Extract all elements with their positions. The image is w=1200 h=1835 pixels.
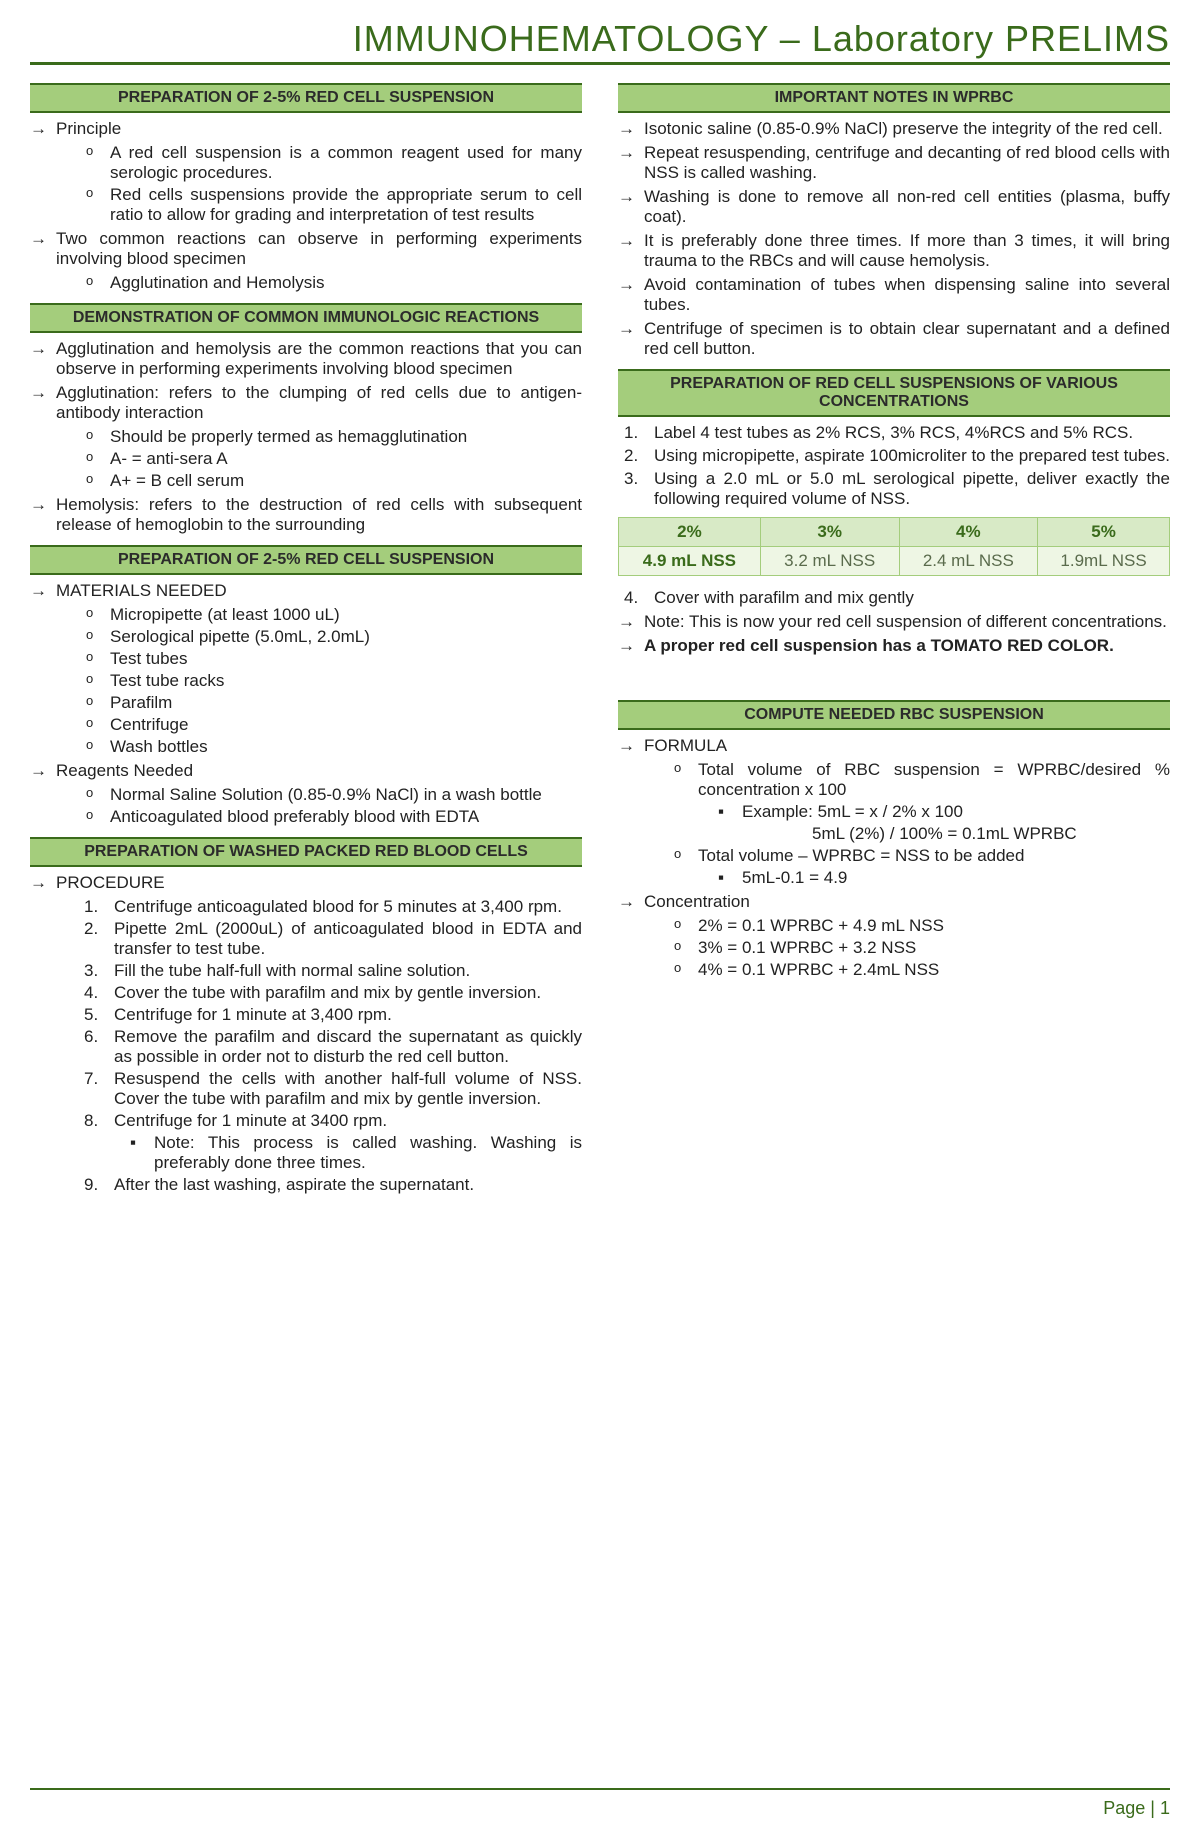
bullet: →Washing is done to remove all non-red c…	[618, 187, 1170, 227]
bullet: →Note: This is now your red cell suspens…	[618, 612, 1170, 632]
bullet: →PROCEDURE	[30, 873, 582, 893]
step: 4.Cover with parafilm and mix gently	[624, 588, 1170, 608]
step: 2.Using micropipette, aspirate 100microl…	[624, 446, 1170, 466]
left-column: PREPARATION OF 2-5% RED CELL SUSPENSION …	[30, 73, 582, 1197]
sub-bullet: oShould be properly termed as hemaggluti…	[86, 427, 582, 447]
concentration-table: 2% 3% 4% 5% 4.9 mL NSS 3.2 mL NSS 2.4 mL…	[618, 517, 1170, 576]
step: 8.Centrifuge for 1 minute at 3400 rpm.	[84, 1111, 582, 1131]
bullet: →FORMULA	[618, 736, 1170, 756]
bullet: →MATERIALS NEEDED	[30, 581, 582, 601]
footer-divider	[30, 1788, 1170, 1790]
page-number: Page | 1	[1103, 1798, 1170, 1819]
sub-bullet: oMicropipette (at least 1000 uL)	[86, 605, 582, 625]
document-title: IMMUNOHEMATOLOGY – Laboratory PRELIMS	[30, 18, 1170, 65]
bullet: →Isotonic saline (0.85-0.9% NaCl) preser…	[618, 119, 1170, 139]
sub-bullet: o3% = 0.1 WPRBC + 3.2 NSS	[674, 938, 1170, 958]
right-column: IMPORTANT NOTES IN WPRBC →Isotonic salin…	[618, 73, 1170, 1197]
step: 6.Remove the parafilm and discard the su…	[84, 1027, 582, 1067]
section-header: PREPARATION OF 2-5% RED CELL SUSPENSION	[30, 545, 582, 575]
section-header: DEMONSTRATION OF COMMON IMMUNOLOGIC REAC…	[30, 303, 582, 333]
table-header: 4%	[899, 518, 1038, 547]
step: 7.Resuspend the cells with another half-…	[84, 1069, 582, 1109]
table-header: 5%	[1038, 518, 1170, 547]
bullet: →Avoid contamination of tubes when dispe…	[618, 275, 1170, 315]
bullet: →Repeat resuspending, centrifuge and dec…	[618, 143, 1170, 183]
bullet: →Two common reactions can observe in per…	[30, 229, 582, 269]
bullet: →Hemolysis: refers to the destruction of…	[30, 495, 582, 535]
section-header: PREPARATION OF WASHED PACKED RED BLOOD C…	[30, 837, 582, 867]
step: 2.Pipette 2mL (2000uL) of anticoagulated…	[84, 919, 582, 959]
bullet: →Principle	[30, 119, 582, 139]
bullet-highlight: →A proper red cell suspension has a TOMA…	[618, 636, 1170, 656]
table-cell: 2.4 mL NSS	[899, 547, 1038, 576]
bullet: →Agglutination and hemolysis are the com…	[30, 339, 582, 379]
sub-bullet: o4% = 0.1 WPRBC + 2.4mL NSS	[674, 960, 1170, 980]
sub-bullet: oParafilm	[86, 693, 582, 713]
section-header: IMPORTANT NOTES IN WPRBC	[618, 83, 1170, 113]
sub-bullet: o2% = 0.1 WPRBC + 4.9 mL NSS	[674, 916, 1170, 936]
sub-bullet: oWash bottles	[86, 737, 582, 757]
sub-bullet: oA red cell suspension is a common reage…	[86, 143, 582, 183]
content-columns: PREPARATION OF 2-5% RED CELL SUSPENSION …	[30, 73, 1170, 1197]
section-header: PREPARATION OF RED CELL SUSPENSIONS OF V…	[618, 369, 1170, 417]
example: ▪5mL (2%) / 100% = 0.1mL WPRBC	[718, 824, 1170, 844]
bullet: →It is preferably done three times. If m…	[618, 231, 1170, 271]
example: ▪5mL-0.1 = 4.9	[718, 868, 1170, 888]
section-header: COMPUTE NEEDED RBC SUSPENSION	[618, 700, 1170, 730]
sub-bullet: oTotal volume – WPRBC = NSS to be added	[674, 846, 1170, 866]
sub-bullet: oAgglutination and Hemolysis	[86, 273, 582, 293]
table-cell: 1.9mL NSS	[1038, 547, 1170, 576]
bullet: →Concentration	[618, 892, 1170, 912]
sub-bullet: oCentrifuge	[86, 715, 582, 735]
sub-bullet: oA- = anti-sera A	[86, 449, 582, 469]
sub-bullet: oA+ = B cell serum	[86, 471, 582, 491]
step: 4.Cover the tube with parafilm and mix b…	[84, 983, 582, 1003]
sub-bullet: oTest tubes	[86, 649, 582, 669]
step: 3.Using a 2.0 mL or 5.0 mL serological p…	[624, 469, 1170, 509]
table-cell: 3.2 mL NSS	[760, 547, 899, 576]
sub-bullet: oTest tube racks	[86, 671, 582, 691]
table-header: 3%	[760, 518, 899, 547]
sub-bullet: oRed cells suspensions provide the appro…	[86, 185, 582, 225]
bullet: →Centrifuge of specimen is to obtain cle…	[618, 319, 1170, 359]
step: 9.After the last washing, aspirate the s…	[84, 1175, 582, 1195]
step: 5.Centrifuge for 1 minute at 3,400 rpm.	[84, 1005, 582, 1025]
step: 3.Fill the tube half-full with normal sa…	[84, 961, 582, 981]
sub-bullet: oSerological pipette (5.0mL, 2.0mL)	[86, 627, 582, 647]
bullet: →Reagents Needed	[30, 761, 582, 781]
step: 1.Centrifuge anticoagulated blood for 5 …	[84, 897, 582, 917]
bullet: →Agglutination: refers to the clumping o…	[30, 383, 582, 423]
sub-bullet: oTotal volume of RBC suspension = WPRBC/…	[674, 760, 1170, 800]
table-header: 2%	[619, 518, 761, 547]
table-cell: 4.9 mL NSS	[619, 547, 761, 576]
step: 1.Label 4 test tubes as 2% RCS, 3% RCS, …	[624, 423, 1170, 443]
arrow-icon: →	[30, 119, 48, 139]
example: ▪Example: 5mL = x / 2% x 100	[718, 802, 1170, 822]
sub-bullet: oNormal Saline Solution (0.85-0.9% NaCl)…	[86, 785, 582, 805]
sub-bullet: oAnticoagulated blood preferably blood w…	[86, 807, 582, 827]
section-header: PREPARATION OF 2-5% RED CELL SUSPENSION	[30, 83, 582, 113]
note: ▪Note: This process is called washing. W…	[130, 1133, 582, 1173]
